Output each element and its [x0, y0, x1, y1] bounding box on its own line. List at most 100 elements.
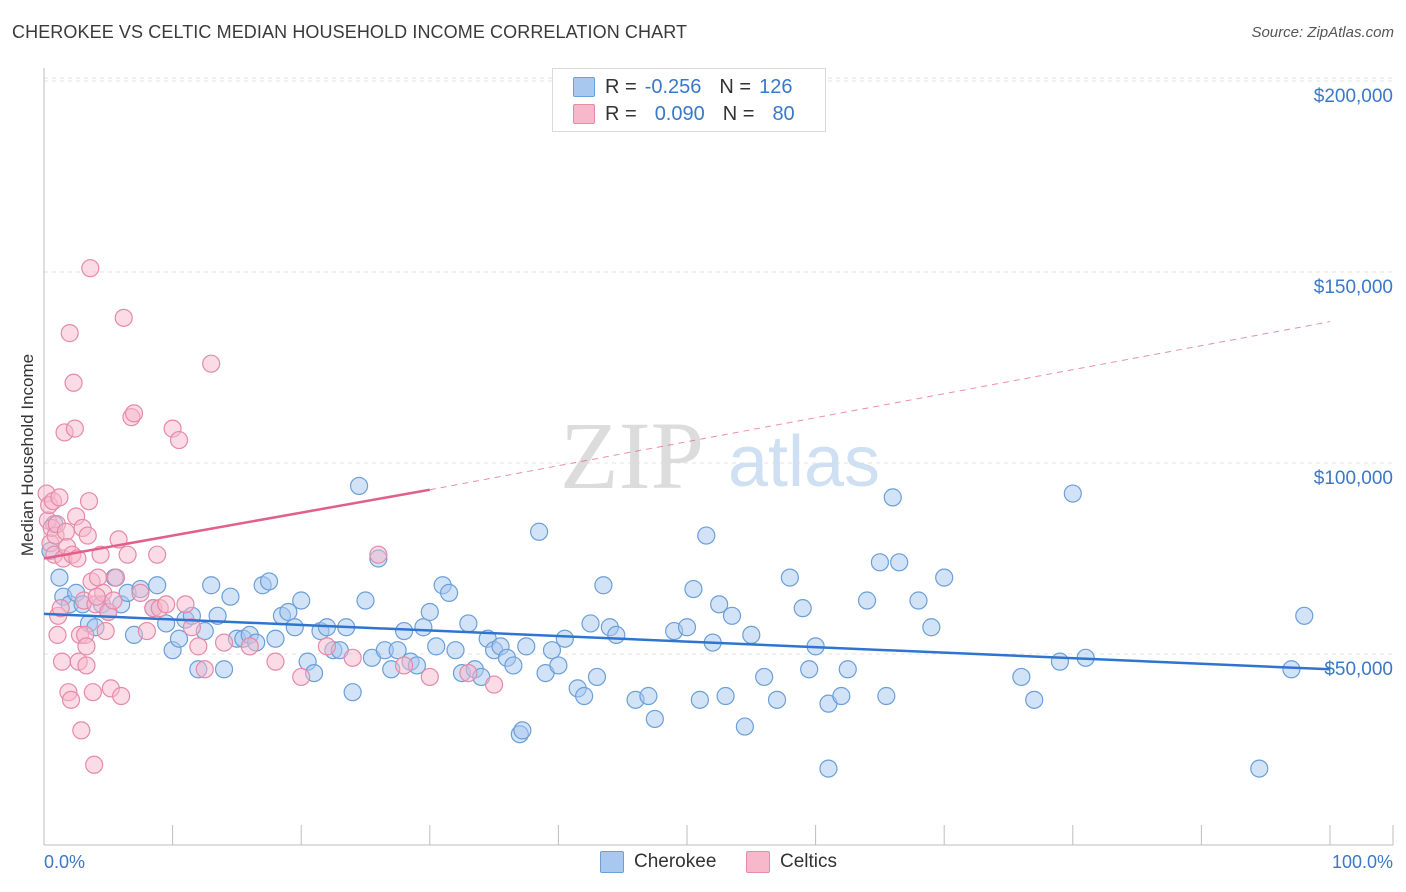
data-point-cherokee	[677, 618, 697, 637]
data-point-cherokee	[819, 759, 838, 778]
source-credit: Source: ZipAtlas.com	[1251, 24, 1394, 41]
data-point-cherokee	[587, 667, 607, 687]
celtics-points	[37, 259, 504, 774]
data-point-celtics	[51, 599, 70, 618]
data-point-cherokee	[259, 572, 279, 591]
data-point-cherokee	[883, 488, 902, 507]
data-point-cherokee	[832, 686, 851, 706]
data-point-cherokee	[594, 576, 613, 595]
y-tick-200000: $200,000	[1313, 86, 1393, 107]
data-point-celtics	[52, 652, 72, 671]
data-point-celtics	[459, 663, 478, 683]
data-point-cherokee	[716, 686, 735, 706]
data-point-cherokee	[394, 621, 414, 641]
data-point-cherokee	[414, 618, 433, 637]
data-point-celtics	[50, 488, 69, 507]
data-point-celtics	[214, 633, 234, 652]
legend-r-label: R =	[605, 75, 637, 98]
data-point-celtics	[77, 637, 96, 656]
data-point-celtics	[240, 637, 259, 656]
data-point-cherokee	[542, 641, 562, 660]
data-point-celtics	[189, 637, 208, 656]
data-point-celtics	[85, 755, 104, 774]
data-point-celtics	[77, 656, 96, 675]
data-point-celtics	[64, 373, 83, 392]
watermark-atlas: atlas	[728, 422, 880, 502]
data-point-cherokee	[581, 614, 600, 633]
data-point-celtics	[118, 545, 137, 564]
data-point-cherokee	[710, 595, 729, 614]
data-point-cherokee	[645, 709, 664, 729]
data-point-cherokee	[838, 660, 857, 679]
data-point-cherokee	[504, 656, 523, 675]
data-point-cherokee	[157, 614, 176, 633]
data-point-cherokee	[793, 599, 812, 618]
legend-n-label: N =	[719, 75, 752, 98]
bottom-legend-swatch-celtics	[746, 851, 770, 873]
data-point-cherokee	[1025, 690, 1044, 709]
data-point-cherokee	[169, 629, 189, 648]
data-point-celtics	[78, 526, 97, 545]
data-point-celtics	[176, 595, 195, 614]
data-point-celtics	[148, 545, 167, 564]
x-tick-min: 0.0%	[44, 852, 86, 872]
legend-r-value: -0.256	[644, 75, 702, 98]
watermark-zip: ZIP	[560, 402, 704, 509]
data-point-cherokee	[1012, 667, 1031, 687]
data-point-celtics	[83, 683, 102, 702]
data-point-cherokee	[684, 579, 703, 599]
data-point-cherokee	[607, 625, 626, 645]
data-point-cherokee	[517, 637, 536, 656]
data-point-cherokee	[202, 576, 221, 595]
legend-row-cherokee: R = -0.256 N = 126	[573, 75, 810, 99]
data-point-cherokee	[427, 637, 446, 656]
grid-lines	[44, 77, 1393, 655]
data-point-cherokee	[148, 576, 167, 595]
x-tick-max: 100.0%	[1331, 852, 1393, 872]
trend-line-celtics	[43, 488, 431, 560]
data-point-celtics	[157, 595, 176, 614]
data-point-cherokee	[214, 660, 234, 679]
data-point-celtics	[114, 308, 133, 327]
data-point-cherokee	[530, 522, 549, 541]
legend-r-label: R =	[605, 102, 637, 125]
legend-n-value: 80	[772, 102, 795, 125]
bottom-legend-swatch-cherokee	[600, 851, 624, 873]
data-point-celtics	[137, 621, 156, 641]
y-tick-100000: $100,000	[1313, 468, 1393, 489]
data-point-cherokee	[513, 721, 532, 740]
data-point-cherokee	[755, 667, 774, 687]
data-point-celtics	[317, 637, 337, 656]
data-point-celtics	[79, 492, 99, 511]
data-point-celtics	[343, 648, 362, 667]
data-point-cherokee	[221, 587, 240, 606]
trend-lines	[43, 321, 1331, 671]
data-point-celtics	[394, 656, 414, 675]
data-point-celtics	[56, 522, 75, 541]
legend-row-celtics: R = 0.090 N = 80	[573, 102, 813, 126]
data-point-celtics	[124, 404, 144, 423]
data-point-cherokee	[639, 686, 658, 706]
data-point-celtics	[48, 625, 67, 645]
data-point-celtics	[112, 686, 131, 706]
data-point-cherokee	[285, 618, 304, 637]
data-point-celtics	[169, 430, 189, 450]
y-tick-150000: $150,000	[1313, 277, 1393, 298]
data-point-cherokee	[1050, 652, 1070, 671]
data-point-celtics	[88, 568, 108, 587]
data-point-cherokee	[575, 686, 594, 706]
bottom-legend-label-celtics: Celtics	[780, 851, 838, 872]
data-point-celtics	[292, 667, 311, 687]
data-point-celtics	[65, 419, 84, 438]
bottom-legend-label-cherokee: Cherokee	[634, 851, 717, 872]
data-point-cherokee	[857, 591, 877, 610]
y-tick-50000: $50,000	[1324, 659, 1393, 680]
data-point-cherokee	[870, 553, 890, 572]
correlation-legend: R = -0.256 N = 126 R = 0.090 N = 80	[552, 68, 826, 132]
data-point-celtics	[104, 591, 123, 610]
legend-n-label: N =	[722, 102, 755, 125]
data-point-cherokee	[767, 690, 787, 709]
data-point-celtics	[61, 690, 81, 709]
data-point-cherokee	[292, 591, 311, 610]
